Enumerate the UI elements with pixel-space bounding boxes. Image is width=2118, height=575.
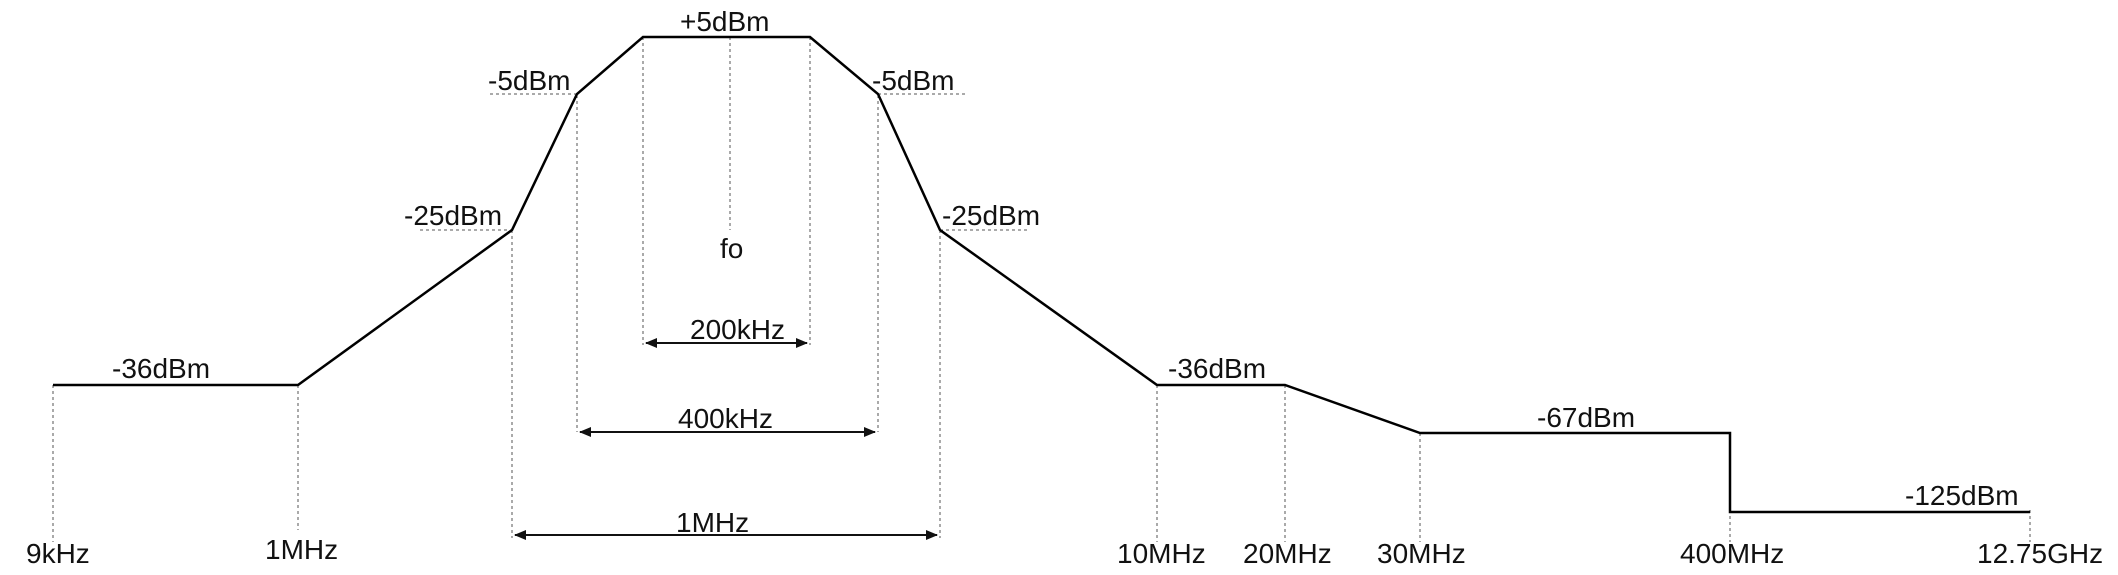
level-guides [420, 93, 1030, 231]
spectrum-mask-line [53, 35, 2030, 514]
label-minus25-right: -25dBm [942, 200, 1040, 231]
label-span-mid: 400kHz [678, 403, 773, 434]
label-minus25-left: -25dBm [404, 200, 502, 231]
label-freq-20mhz: 20MHz [1243, 538, 1332, 569]
label-minus5-left: -5dBm [488, 65, 570, 96]
label-minus36-right: -36dBm [1168, 353, 1266, 384]
label-freq-400mhz: 400MHz [1680, 538, 1784, 569]
label-minus125: -125dBm [1905, 480, 2019, 511]
label-span-narrow: 200kHz [690, 314, 785, 345]
label-freq-10mhz: 10MHz [1117, 538, 1206, 569]
label-minus67: -67dBm [1537, 402, 1635, 433]
label-span-wide: 1MHz [676, 507, 749, 538]
label-center-frequency: fo [720, 233, 743, 264]
label-minus5-right: -5dBm [872, 65, 954, 96]
label-freq-1275ghz: 12.75GHz [1977, 538, 2103, 569]
label-freq-9khz: 9kHz [26, 538, 90, 569]
label-peak-level: +5dBm [680, 6, 770, 37]
label-freq-30mhz: 30MHz [1377, 538, 1466, 569]
label-freq-1mhz: 1MHz [265, 534, 338, 565]
vertical-guides [52, 37, 2031, 542]
label-minus36-left: -36dBm [112, 353, 210, 384]
